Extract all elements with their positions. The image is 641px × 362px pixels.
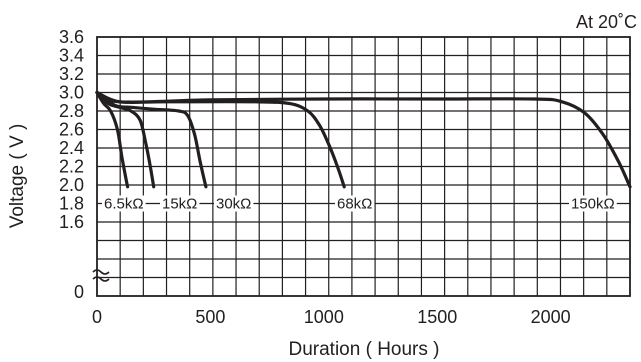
- series-lines: [95, 90, 632, 189]
- series-line: [95, 90, 632, 189]
- y-tick-label: 1.8: [59, 194, 84, 214]
- series-label: 68kΩ: [337, 196, 372, 213]
- x-tick-label: 1000: [304, 307, 344, 327]
- y-tick-label: 3.0: [59, 83, 84, 103]
- plot-frame: [96, 36, 631, 297]
- series-line: [95, 90, 130, 189]
- y-tick-label: 3.6: [59, 27, 84, 47]
- axis-break-mark: [92, 269, 110, 282]
- series-label: 150kΩ: [571, 196, 615, 213]
- y-tick-labels: 3.63.43.23.02.82.62.42.22.01.81.6 0: [59, 27, 84, 302]
- series-labels: 6.5kΩ 15kΩ 30kΩ 68kΩ 150kΩ: [102, 195, 617, 213]
- series-line: [95, 90, 208, 189]
- series-line: [95, 90, 156, 189]
- series-label: 30kΩ: [216, 196, 251, 213]
- y-axis-title: Voltage ( V ): [7, 124, 28, 229]
- y-tick-label: 2.4: [59, 138, 84, 158]
- x-tick-label: 0: [92, 307, 102, 327]
- x-tick-label: 2000: [531, 307, 571, 327]
- series-label-bg: [214, 195, 254, 212]
- x-tick-label: 500: [195, 307, 225, 327]
- series-label: 6.5kΩ: [104, 196, 144, 213]
- y-tick-label: 2.8: [59, 101, 84, 121]
- series-label-bg: [160, 195, 200, 212]
- y-tick-label: 0: [74, 282, 84, 302]
- y-tick-label: 2.6: [59, 120, 84, 140]
- y-tick-label: 3.2: [59, 64, 84, 84]
- series-label: 15kΩ: [162, 196, 197, 213]
- temperature-note: At 20˚C: [576, 12, 637, 32]
- series-label-bg: [569, 195, 617, 212]
- y-tick-label: 1.6: [59, 212, 84, 232]
- series-label-bg: [335, 195, 375, 212]
- y-tick-label: 2.2: [59, 157, 84, 177]
- x-axis-title: Duration ( Hours ): [289, 339, 440, 360]
- x-tick-label: 1500: [417, 307, 457, 327]
- x-tick-labels: 0 500 1000 1500 2000: [92, 307, 571, 327]
- grid: [97, 37, 630, 296]
- y-tick-label: 3.4: [59, 46, 84, 66]
- y-tick-label: 2.0: [59, 175, 84, 195]
- series-label-bg: [102, 195, 146, 212]
